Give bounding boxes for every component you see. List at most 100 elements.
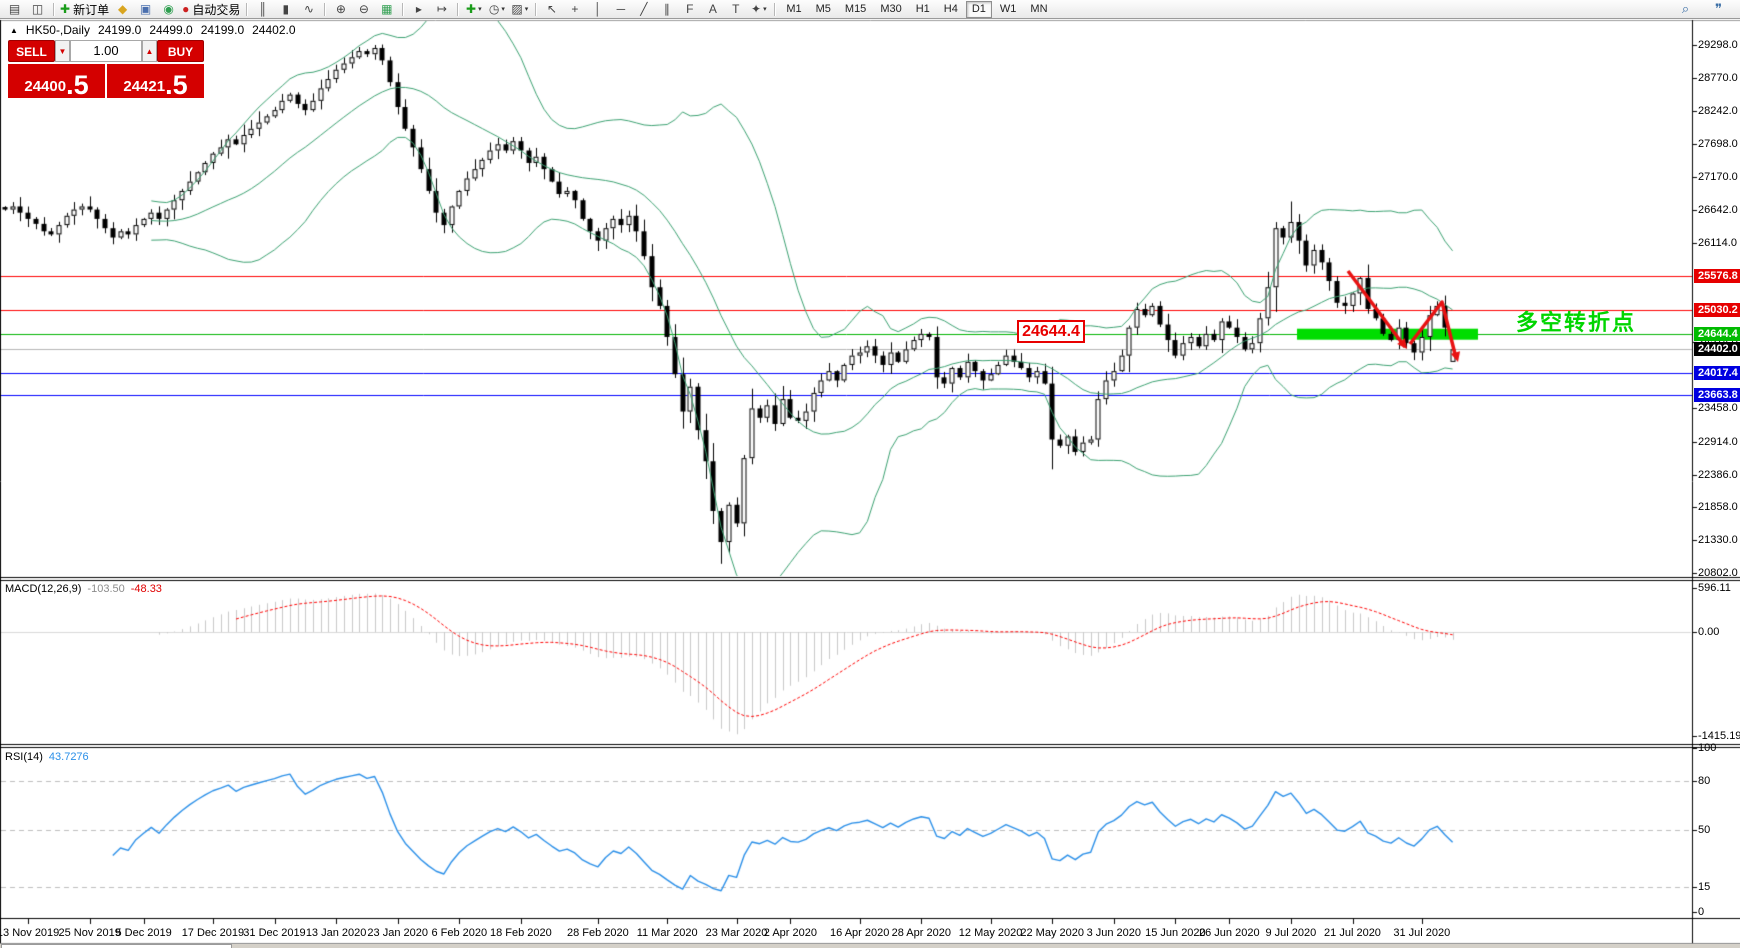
profiles-icon[interactable]: ◫ — [31, 1, 44, 16]
expand-triangle-icon[interactable]: ▲ — [10, 25, 18, 35]
time-axis-label: 16 Apr 2020 — [830, 927, 890, 939]
timeframe-m30-button[interactable]: M30 — [880, 2, 902, 15]
volume-input[interactable]: 1.00 — [70, 40, 142, 62]
volume-up-button[interactable]: ▲ — [142, 40, 157, 62]
rsi-axis-label: 100 — [1698, 742, 1717, 754]
macd-axis-label: 0.00 — [1698, 626, 1720, 638]
rsi-value: 43.7276 — [48, 751, 89, 763]
sell-button[interactable]: SELL — [8, 40, 55, 62]
price-tick-label: 27170.0 — [1698, 171, 1738, 184]
price-badge: 25576.8 — [1694, 269, 1740, 284]
macd-indicator-label: MACD(12,26,9) -103.50 -48.33 — [5, 583, 162, 595]
rsi-axis-label: 80 — [1698, 774, 1711, 787]
price-tick-label: 28242.0 — [1698, 104, 1738, 117]
price-badge: 24017.4 — [1694, 366, 1740, 381]
arrows-tool-icon[interactable]: ✦ ▾ — [751, 1, 767, 16]
trendline-icon[interactable]: ╱ — [640, 1, 648, 16]
timeframe-m1-button[interactable]: M1 — [786, 2, 802, 15]
timeframe-mn-button[interactable]: MN — [1030, 2, 1048, 15]
time-axis-label: 18 Feb 2020 — [490, 927, 552, 939]
rsi-axis-label: 50 — [1698, 824, 1711, 836]
price-tick-label: 21330.0 — [1698, 534, 1738, 547]
time-axis-label: 28 Apr 2020 — [891, 927, 951, 939]
terminal-icon[interactable]: ▣ — [139, 1, 152, 16]
macd-title: MACD(12,26,9) — [5, 583, 82, 595]
toolbar-separator — [324, 2, 326, 16]
autotrading-icon[interactable]: ● 自动交易 — [182, 1, 241, 17]
sell-price-display[interactable]: 24400 .5 — [8, 64, 105, 99]
search-icon[interactable]: ⌕ — [1681, 1, 1690, 16]
price-level-callout[interactable]: 24644.4 — [1017, 320, 1085, 343]
auto-scroll-icon[interactable]: ▸ — [415, 1, 422, 16]
buy-price-display[interactable]: 24421 .5 — [107, 64, 204, 100]
time-axis-label: 2 Apr 2020 — [763, 927, 817, 939]
timeframe-m15-button[interactable]: M15 — [844, 2, 867, 15]
price-tick-label: 26642.0 — [1698, 204, 1738, 217]
timeframe-h1-button[interactable]: H1 — [915, 2, 930, 15]
timeframe-m5-button[interactable]: M5 — [815, 2, 831, 15]
time-axis-label: 17 Dec 2019 — [181, 927, 245, 939]
timeframe-d1-button[interactable]: D1 — [965, 0, 992, 18]
time-axis-label: 5 Dec 2019 — [115, 927, 172, 939]
chart-ohlc-header: ▲ HK50-,Daily 24199.0 24499.0 24199.0 24… — [10, 23, 296, 37]
time-axis-label: 11 Mar 2020 — [636, 927, 698, 939]
timeframe-h4-button[interactable]: H4 — [943, 2, 958, 15]
price-tick-label: 21858.0 — [1698, 501, 1738, 514]
price-tick-label: 29298.0 — [1698, 39, 1738, 51]
bottom-scroll-tab[interactable] — [1, 944, 232, 948]
bottom-strip — [0, 944, 1740, 948]
time-axis-label: 21 Jul 2020 — [1324, 927, 1381, 939]
community-icon[interactable]: ❞ — [1715, 1, 1722, 16]
new-order-icon[interactable]: ✚ 新订单 — [60, 1, 110, 17]
periods-icon[interactable]: ◷ ▾ — [488, 1, 505, 16]
bar-chart-mode-icon[interactable]: ║ — [258, 1, 268, 16]
time-axis-label: 31 Jul 2020 — [1393, 927, 1451, 939]
templates-icon[interactable]: ▨ ▾ — [511, 1, 529, 16]
time-axis-label: 23 Mar 2020 — [705, 927, 768, 939]
time-axis-label: 28 Feb 2020 — [567, 927, 629, 939]
toolbar-separator — [246, 2, 248, 16]
equidistant-channel-icon[interactable]: ∥ — [663, 1, 670, 16]
rsi-axis-label: 15 — [1698, 881, 1711, 894]
price-tick-label: 27698.0 — [1698, 138, 1738, 151]
buy-button[interactable]: BUY — [157, 40, 204, 62]
metaeditor-icon[interactable]: ◆ — [117, 1, 128, 16]
fibonacci-icon[interactable]: F — [686, 1, 694, 16]
new-chart-icon[interactable]: ▤ — [8, 1, 21, 16]
buy-price-main: 24421 — [123, 78, 166, 95]
high-value: 24499.0 — [149, 23, 193, 37]
text-label-icon[interactable]: T — [732, 1, 740, 16]
price-badge: 24644.4 — [1694, 327, 1740, 342]
tile-windows-icon[interactable]: ▦ — [381, 1, 393, 16]
line-chart-mode-icon[interactable]: ∿ — [303, 1, 314, 16]
crosshair-icon[interactable]: + — [571, 1, 579, 16]
time-axis-label: 15 Jun 2020 — [1145, 927, 1206, 939]
zoom-in-icon[interactable]: ⊕ — [335, 1, 346, 16]
horizontal-line-icon[interactable]: ─ — [616, 1, 626, 16]
indicators-icon[interactable]: ✚ ▾ — [466, 1, 482, 16]
price-badge: 23663.8 — [1694, 388, 1740, 403]
buy-price-pips: .5 — [165, 70, 188, 100]
one-click-trade-panel: SELL ▼ 1.00 ▲ BUY 24400 .5 24421 .5 — [8, 40, 204, 100]
volume-down-button[interactable]: ▼ — [55, 40, 70, 62]
main-toolbar: ▤ ◫ ✚ 新订单 ◆ ▣ ◉ ● 自动交易 ║ ▮ ∿ ⊕ ⊖ ▦ ▸ ↦ ✚ ▾ ◷ ▾ ▨ ▾ ↖ + │ ─ ╱ ∥ F A T ✦ ▾ M… — [0, 0, 1740, 19]
cursor-icon[interactable]: ↖ — [546, 1, 557, 16]
toolbar-separator — [402, 2, 404, 16]
open-value: 24199.0 — [97, 23, 142, 37]
time-axis-label: 25 Nov 2019 — [58, 927, 121, 939]
signals-icon[interactable]: ◉ — [163, 1, 174, 16]
toolbar-separator — [535, 2, 537, 16]
toolbar-separator — [53, 2, 54, 16]
vertical-line-icon[interactable]: │ — [594, 1, 602, 16]
zoom-out-icon[interactable]: ⊖ — [358, 1, 369, 16]
timeframe-w1-button[interactable]: W1 — [999, 2, 1017, 15]
macd-axis-label: -1415.19 — [1698, 729, 1740, 742]
time-axis-label: 3 Jun 2020 — [1086, 927, 1142, 939]
close-value: 24402.0 — [252, 23, 296, 37]
price-tick-label: 28770.0 — [1698, 71, 1738, 84]
text-icon[interactable]: A — [708, 1, 717, 16]
time-axis-label: 12 May 2020 — [958, 927, 1023, 939]
chart-shift-icon[interactable]: ↦ — [436, 1, 447, 16]
candlestick-mode-icon[interactable]: ▮ — [282, 1, 290, 16]
